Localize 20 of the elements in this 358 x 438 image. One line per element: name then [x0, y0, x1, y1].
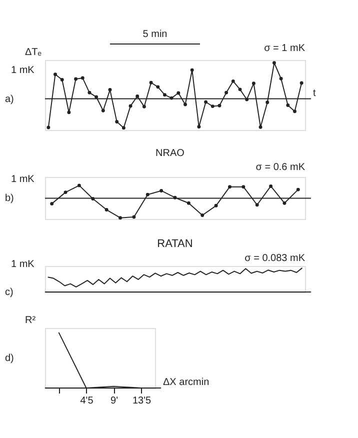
- text: c): [5, 287, 14, 298]
- text: d): [5, 353, 14, 364]
- text: NRAO: [156, 148, 185, 159]
- text: 1 mK: [11, 259, 35, 270]
- y-axis-title: R²: [25, 315, 36, 326]
- text: σ = 1 mK: [264, 43, 306, 54]
- y-axis-title: ΔTₑ: [25, 47, 42, 58]
- x-axis-title: ΔX arcmin: [163, 377, 210, 388]
- text: σ = 0.083 mK: [244, 253, 306, 264]
- x-tick-label: 9': [110, 396, 118, 406]
- text: a): [5, 94, 14, 105]
- text: 1 mK: [11, 174, 35, 185]
- x-tick-label: 4'5: [80, 396, 94, 406]
- text: 1 mK: [11, 65, 35, 76]
- chart-title: RATAN: [157, 238, 193, 250]
- text: σ = 0.6 mK: [256, 162, 306, 173]
- text: b): [5, 193, 14, 204]
- x-axis-title: t: [313, 88, 316, 99]
- x-tick-label: 13'5: [132, 396, 152, 406]
- text: 5 min: [142, 29, 168, 40]
